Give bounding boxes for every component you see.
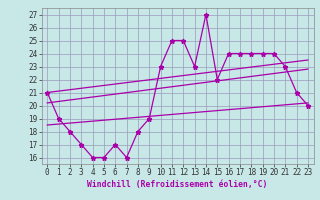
X-axis label: Windchill (Refroidissement éolien,°C): Windchill (Refroidissement éolien,°C) <box>87 180 268 189</box>
